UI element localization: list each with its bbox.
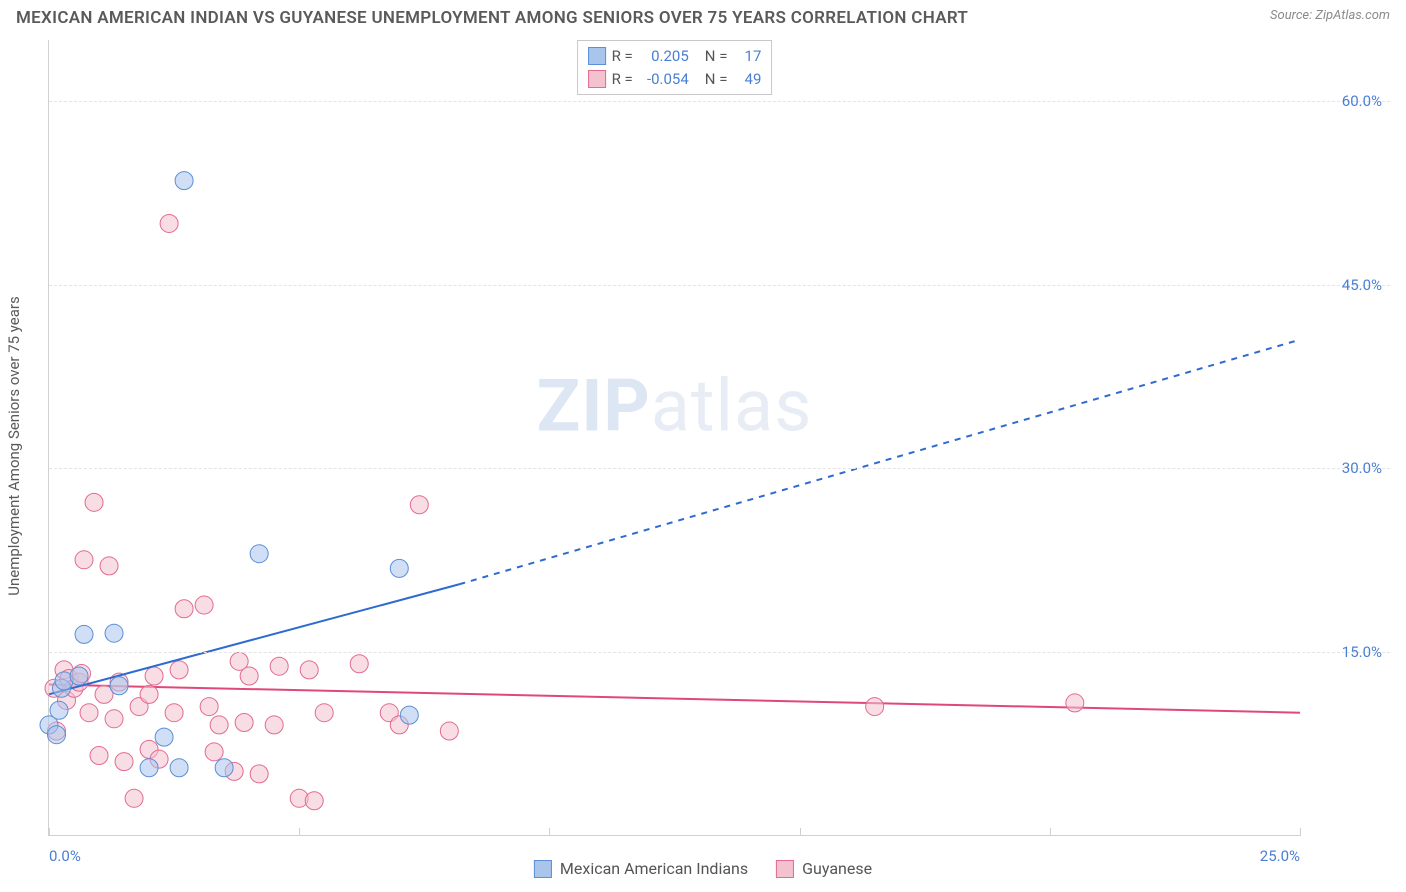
data-point	[300, 661, 318, 679]
data-point	[215, 759, 233, 777]
data-point	[140, 759, 158, 777]
x-tick	[1300, 828, 1301, 836]
data-point	[125, 789, 143, 807]
swatch-series-0	[534, 860, 552, 878]
data-point	[250, 545, 268, 563]
data-point	[235, 713, 253, 731]
data-point	[410, 496, 428, 514]
legend-item-0: Mexican American Indians	[534, 859, 748, 878]
data-point	[170, 759, 188, 777]
y-tick-label: 30.0%	[1342, 459, 1382, 477]
series-name-1: Guyanese	[802, 859, 872, 878]
data-point	[145, 667, 163, 685]
data-point	[270, 657, 288, 675]
data-point	[85, 493, 103, 511]
plot-region: ZIPatlas R = 0.205 N = 17 R = -0.054 N =…	[48, 40, 1300, 836]
x-tick-label: 0.0%	[49, 847, 81, 865]
y-axis-label: Unemployment Among Seniors over 75 years	[5, 296, 23, 595]
data-point	[205, 743, 223, 761]
chart-title: MEXICAN AMERICAN INDIAN VS GUYANESE UNEM…	[16, 8, 968, 28]
data-point	[75, 551, 93, 569]
data-point	[140, 685, 158, 703]
series-legend: Mexican American Indians Guyanese	[534, 859, 872, 878]
data-point	[210, 716, 228, 734]
y-tick-label: 45.0%	[1342, 276, 1382, 294]
data-point	[48, 726, 66, 744]
gridline	[49, 285, 1390, 286]
data-point	[50, 701, 68, 719]
x-tick	[1050, 828, 1051, 836]
x-tick-label: 25.0%	[1260, 847, 1300, 865]
data-point	[200, 698, 218, 716]
data-point	[400, 706, 418, 724]
data-point	[265, 716, 283, 734]
data-point	[115, 753, 133, 771]
data-point	[390, 559, 408, 577]
data-point	[100, 557, 118, 575]
data-point	[315, 704, 333, 722]
data-point	[155, 728, 173, 746]
gridline	[49, 652, 1390, 653]
data-point	[440, 722, 458, 740]
data-point	[866, 698, 884, 716]
data-point	[105, 710, 123, 728]
trend-line-dashed	[459, 340, 1300, 585]
data-point	[250, 765, 268, 783]
swatch-series-1	[776, 860, 794, 878]
gridline	[49, 468, 1390, 469]
source-text: Source: ZipAtlas.com	[1270, 8, 1390, 23]
data-point	[70, 667, 88, 685]
data-point	[350, 655, 368, 673]
x-tick	[800, 828, 801, 836]
series-name-0: Mexican American Indians	[560, 859, 748, 878]
data-point	[175, 172, 193, 190]
data-point	[160, 214, 178, 232]
x-tick	[549, 828, 550, 836]
data-point	[75, 625, 93, 643]
chart-area: ZIPatlas R = 0.205 N = 17 R = -0.054 N =…	[48, 40, 1390, 836]
data-point	[175, 600, 193, 618]
trend-line-solid	[49, 685, 1300, 713]
data-point	[90, 747, 108, 765]
data-point	[110, 677, 128, 695]
data-point	[195, 596, 213, 614]
data-point	[1066, 694, 1084, 712]
data-point	[165, 704, 183, 722]
y-tick-label: 15.0%	[1342, 643, 1382, 661]
data-point	[105, 624, 123, 642]
legend-item-1: Guyanese	[776, 859, 872, 878]
x-tick	[49, 828, 50, 836]
data-point	[170, 661, 188, 679]
gridline	[49, 101, 1390, 102]
data-point	[305, 792, 323, 810]
data-point	[80, 704, 98, 722]
scatter-svg	[49, 40, 1300, 835]
x-tick	[299, 828, 300, 836]
data-point	[240, 667, 258, 685]
y-tick-label: 60.0%	[1342, 92, 1382, 110]
